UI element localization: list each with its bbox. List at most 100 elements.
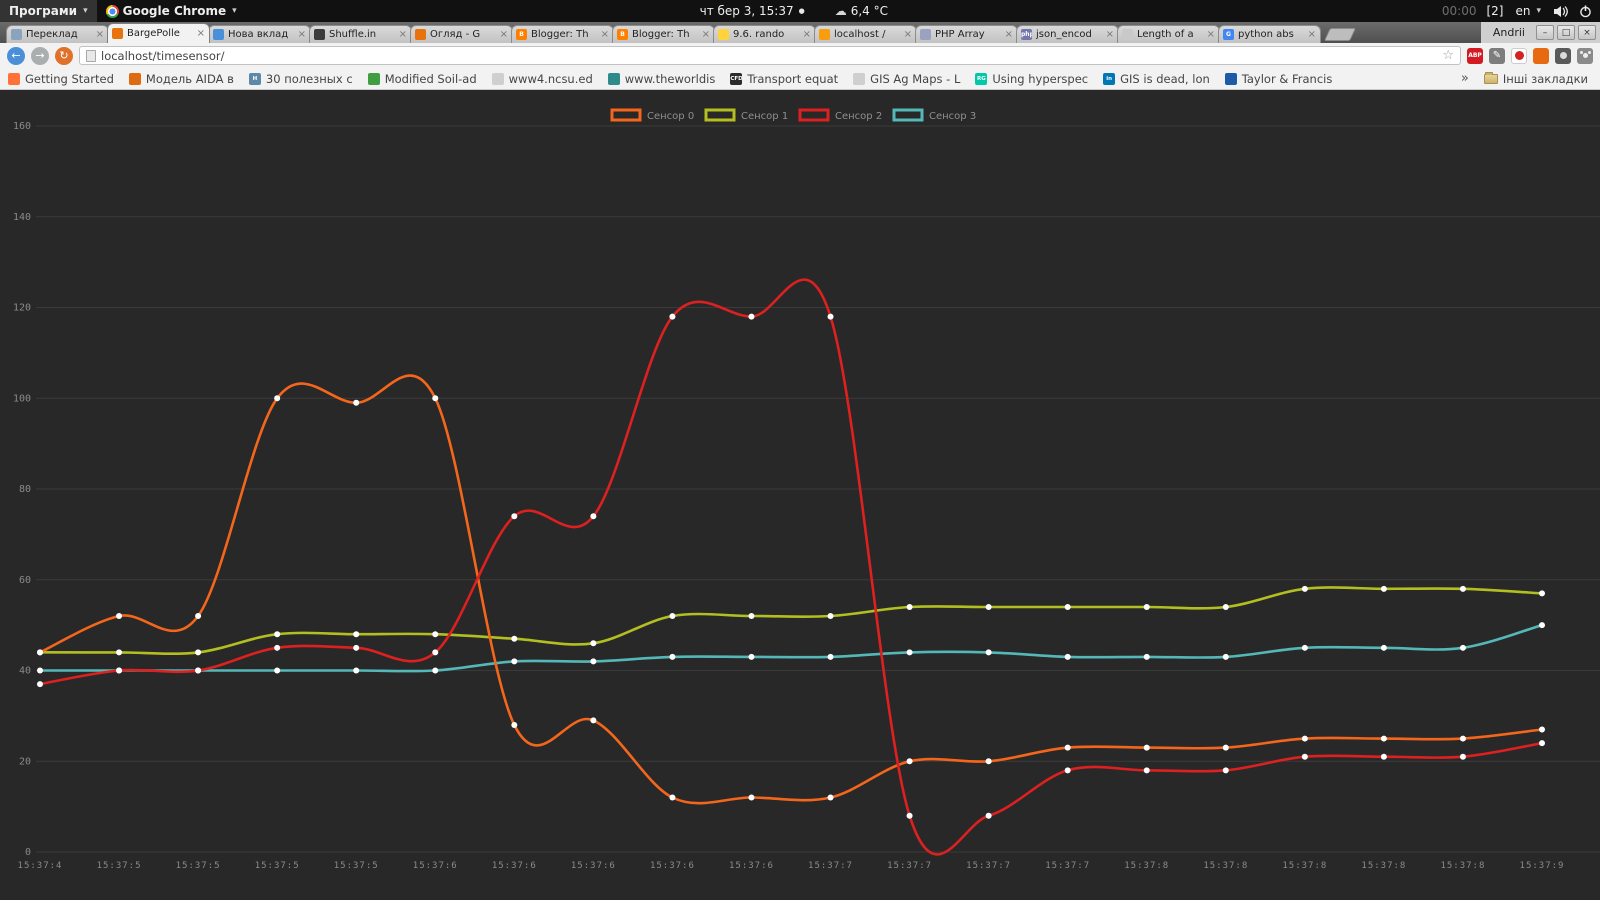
data-point-series-3 — [1143, 653, 1150, 660]
data-point-series-1 — [511, 635, 518, 642]
tab-strip: Переклад × BargePolle × Нова вклад × Shuffle.i… — [0, 22, 1600, 43]
series-line-1 — [38, 586, 1544, 656]
bookmark-item[interactable]: Getting Started — [8, 72, 114, 86]
workspace-indicator[interactable]: [2] — [1486, 4, 1504, 18]
new-tab-button[interactable] — [1323, 28, 1357, 41]
tab-close-icon[interactable]: × — [1105, 28, 1114, 40]
tab-close-icon[interactable]: × — [1307, 28, 1316, 40]
browser-tab[interactable]: Огляд - G × — [410, 25, 513, 43]
bookmarks-bar: Getting Started Модель AIDA в H 30 полезных… — [0, 68, 1600, 90]
address-bar[interactable]: localhost/timesensor/ ☆ — [79, 46, 1461, 65]
bookmark-item[interactable]: Модель AIDA в — [128, 72, 234, 86]
data-point-series-0 — [590, 717, 597, 724]
browser-tab[interactable]: 9.6. rando × — [713, 25, 816, 43]
orange-extension-icon[interactable] — [1533, 47, 1549, 64]
pen-extension-icon[interactable]: ✎ — [1489, 47, 1505, 64]
data-point-series-3 — [432, 667, 439, 674]
bookmark-item[interactable]: Modified Soil-ad — [367, 71, 477, 86]
browser-tab[interactable]: Нова вклад × — [208, 25, 311, 43]
volume-icon[interactable] — [1553, 5, 1569, 18]
data-point-series-0 — [1143, 744, 1150, 751]
clock-dot-icon: ● — [798, 7, 805, 15]
browser-tab[interactable]: localhost / × — [814, 25, 917, 43]
bookmark-item[interactable]: in GIS is dead, lon — [1103, 72, 1210, 86]
bookmark-favicon: H — [248, 72, 261, 85]
bookmarks-overflow-chevron[interactable]: » — [1460, 71, 1469, 86]
tab-title: json_encod — [1036, 29, 1092, 40]
browser-tab[interactable]: B Blogger: Th × — [612, 25, 715, 43]
data-point-series-0 — [669, 794, 676, 801]
forward-button[interactable]: → — [31, 46, 49, 65]
minimize-button[interactable]: – — [1536, 25, 1554, 40]
browser-tab-active[interactable]: BargePolle × — [107, 23, 210, 43]
keyboard-layout-menu[interactable]: en ▾ — [1513, 0, 1543, 22]
browser-tab[interactable]: B Blogger: Th × — [511, 25, 614, 43]
data-point-series-1 — [37, 649, 43, 656]
tab-close-icon[interactable]: × — [802, 28, 811, 40]
tab-title: Shuffle.in — [329, 29, 377, 40]
data-point-series-1 — [906, 603, 913, 610]
bookmark-label: Modified Soil-ad — [384, 71, 477, 86]
tab-close-icon[interactable]: × — [499, 28, 508, 40]
panel-clock[interactable]: чт бер 3, 15:37 ● — [691, 0, 814, 22]
reload-button[interactable]: ↻ — [55, 46, 73, 65]
tab-favicon — [819, 29, 830, 40]
tab-title: Blogger: Th — [632, 29, 690, 40]
tab-title: 9.6. rando — [733, 29, 785, 40]
tab-close-icon[interactable]: × — [1004, 28, 1013, 40]
bookmark-item[interactable]: Taylor & Francis — [1224, 72, 1332, 86]
data-point-series-3 — [1380, 644, 1387, 651]
tab-close-icon[interactable]: × — [297, 28, 306, 40]
data-point-series-0 — [906, 758, 913, 765]
bookmark-star-icon[interactable]: ☆ — [1442, 48, 1454, 63]
browser-tab[interactable]: PHP Array × — [915, 25, 1018, 43]
tab-close-icon[interactable]: × — [1206, 28, 1215, 40]
chrome-profile-name[interactable]: Andrii — [1492, 26, 1525, 39]
bookmark-item[interactable]: CFD Transport equat — [730, 72, 838, 86]
bookmark-label: GIS is dead, lon — [1120, 71, 1210, 86]
browser-tab[interactable]: Переклад × — [6, 25, 109, 43]
titlebar-controls: Andrii – □ × — [1480, 22, 1600, 43]
browser-tab[interactable]: Shuffle.in × — [309, 25, 412, 43]
tab-close-icon[interactable]: × — [196, 27, 205, 39]
tab-title: Нова вклад — [228, 29, 289, 40]
tab-close-icon[interactable]: × — [398, 28, 407, 40]
record-extension-icon[interactable] — [1511, 47, 1527, 64]
tab-close-icon[interactable]: × — [903, 28, 912, 40]
data-point-series-0 — [985, 758, 992, 765]
back-button[interactable]: ← — [7, 46, 25, 65]
other-bookmarks-folder[interactable]: Інші закладки — [1483, 71, 1592, 86]
tab-close-icon[interactable]: × — [701, 28, 710, 40]
browser-tab[interactable]: Length of a × — [1117, 25, 1220, 43]
tab-close-icon[interactable]: × — [95, 28, 104, 40]
paw-extension-icon[interactable] — [1577, 47, 1593, 64]
adblock-icon[interactable]: ABP — [1467, 47, 1483, 64]
keyboard-layout-label: en — [1515, 4, 1531, 18]
url-text[interactable]: localhost/timesensor/ — [101, 48, 225, 63]
bookmark-list: Getting Started Модель AIDA в H 30 полезных… — [8, 72, 1332, 86]
applications-menu[interactable]: Програми ▾ — [0, 0, 97, 22]
bookmark-item[interactable]: H 30 полезных с — [248, 72, 353, 86]
tab-close-icon[interactable]: × — [600, 28, 609, 40]
bookmark-item[interactable]: www.theworldis — [607, 72, 715, 86]
maximize-button[interactable]: □ — [1557, 25, 1575, 40]
browser-tab[interactable]: php json_encod × — [1016, 25, 1119, 43]
panel-weather[interactable]: ☁ 6,4 °C — [826, 0, 897, 22]
panel-timer[interactable]: 00:00 — [1441, 4, 1477, 18]
data-point-series-0 — [1380, 735, 1387, 742]
page-icon — [86, 49, 96, 62]
bookmark-item[interactable]: GIS Ag Maps - L — [853, 72, 960, 86]
bookmark-item[interactable]: www4.ncsu.ed — [491, 72, 593, 86]
data-point-series-0 — [1222, 744, 1229, 751]
close-button[interactable]: × — [1578, 25, 1596, 40]
tab-favicon: B — [617, 29, 628, 40]
camera-extension-icon[interactable] — [1555, 47, 1571, 64]
data-point-series-2 — [669, 313, 676, 320]
active-app-menu[interactable]: Google Chrome ▾ — [97, 0, 246, 22]
bookmark-favicon: CFD — [730, 72, 743, 85]
data-point-series-1 — [669, 613, 676, 620]
power-icon[interactable] — [1579, 5, 1592, 18]
data-point-series-2 — [1459, 753, 1466, 760]
bookmark-item[interactable]: RG Using hyperspec — [975, 72, 1088, 86]
